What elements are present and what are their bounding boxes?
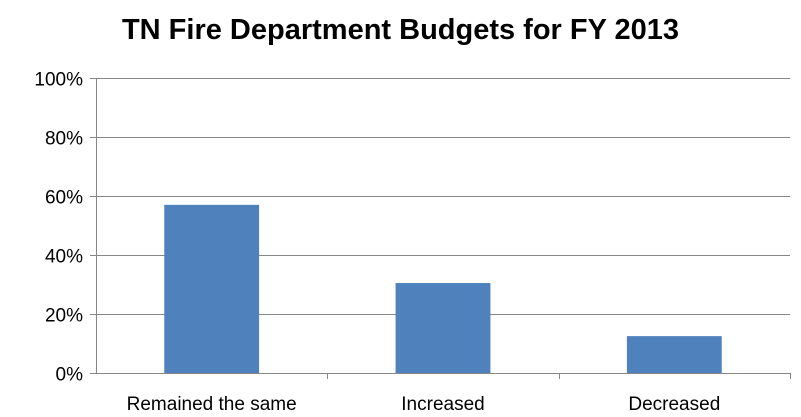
- y-tick-label: 0%: [56, 365, 84, 386]
- x-tick-label: Decreased: [628, 394, 720, 415]
- chart-title: TN Fire Department Budgets for FY 2013: [121, 14, 680, 46]
- bar-decreased: [626, 336, 722, 373]
- y-tick-label: 20%: [45, 306, 83, 327]
- bar-remained-the-same: [164, 204, 260, 373]
- y-tick-label: 100%: [34, 70, 83, 91]
- y-tick-label: 40%: [45, 247, 83, 268]
- bar-increased: [395, 283, 491, 373]
- y-tick-label: 60%: [45, 188, 83, 209]
- y-tick-label: 80%: [45, 129, 83, 150]
- x-tick-label: Increased: [401, 394, 484, 415]
- labels: 0% 20% 40% 60% 80% 100% Remained the same Incre…: [34, 70, 720, 416]
- bars: [164, 204, 722, 373]
- x-tick-label: Remained the same: [127, 394, 297, 415]
- axes: [90, 78, 791, 379]
